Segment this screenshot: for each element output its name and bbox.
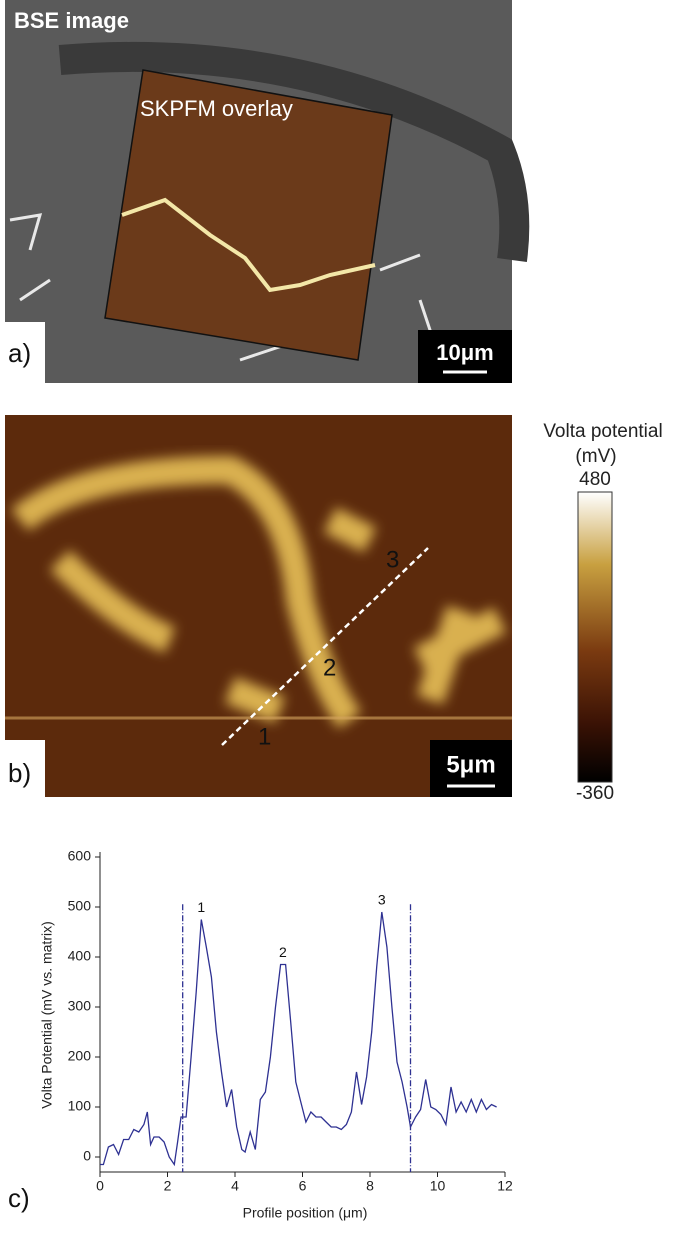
bse-feature: [58, 41, 530, 262]
x-tick-label: 4: [231, 1178, 239, 1194]
overlay-label: SKPFM overlay: [140, 96, 293, 121]
panel-b: [5, 415, 512, 797]
colorbar-tick-label: 480: [579, 469, 611, 490]
y-tick-label: 500: [68, 898, 92, 914]
image-title: BSE image: [14, 8, 129, 33]
x-tick-label: 0: [96, 1178, 104, 1194]
y-tick-label: 100: [68, 1098, 92, 1114]
x-tick-label: 10: [430, 1178, 446, 1194]
peak-label: 1: [197, 899, 205, 915]
scale-label: 10μm: [436, 340, 494, 365]
label-box: [5, 322, 45, 383]
panel-label: c): [8, 1183, 30, 1213]
overlay-feature: [121, 197, 376, 293]
profile-line: [221, 547, 429, 746]
y-tick-label: 200: [68, 1048, 92, 1064]
colorbar-unit: (mV): [575, 446, 616, 467]
y-tick-label: 0: [83, 1148, 91, 1164]
x-tick-label: 2: [164, 1178, 172, 1194]
panel-a: a) BSE image SKPFM overlay 10μm: [5, 0, 530, 383]
x-tick-label: 12: [497, 1178, 513, 1194]
peak-label: 3: [378, 892, 386, 908]
scale-box: [418, 330, 512, 383]
skpfm-overlay: [104, 69, 393, 361]
scale-label: 5μm: [446, 751, 495, 778]
point-label: 3: [386, 546, 399, 573]
peak-label: 2: [279, 944, 287, 960]
point-label: 1: [258, 723, 271, 750]
label-box: [5, 740, 45, 800]
panel-label: a): [8, 338, 31, 368]
x-tick-label: 8: [366, 1178, 374, 1194]
y-tick-label: 600: [68, 848, 92, 864]
panel-label: b): [8, 758, 31, 788]
colorbar-tick-label: -360: [576, 783, 614, 804]
panel-b-overlay: 1 2 3 b) 5μm: [5, 546, 512, 800]
skpfm-features: [11, 455, 507, 729]
y-tick-label: 400: [68, 948, 92, 964]
colorbar-title: Volta potential: [543, 421, 662, 442]
bse-feature: [9, 213, 442, 362]
y-tick-label: 300: [68, 998, 92, 1014]
x-tick-label: 6: [299, 1178, 307, 1194]
profile-line: [100, 911, 497, 1167]
panel-c: c) Profile position (μm) Volta Potential…: [8, 848, 513, 1221]
colorbar-bar: [577, 491, 613, 783]
y-axis-title: Volta Potential (mV vs. matrix): [39, 921, 55, 1109]
colorbar: Volta potential (mV) 480 -360: [543, 421, 662, 804]
x-axis-title: Profile position (μm): [243, 1205, 368, 1221]
point-label: 2: [323, 654, 336, 681]
